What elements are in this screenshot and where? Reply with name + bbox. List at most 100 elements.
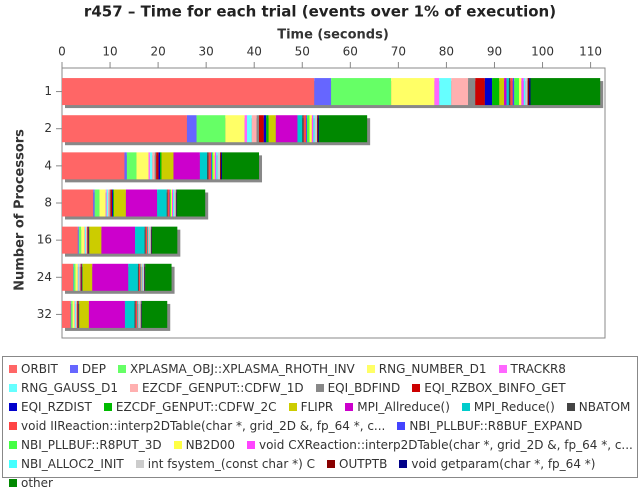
- legend-swatch: [462, 403, 470, 411]
- legend-label: EQI_RZDIST: [21, 400, 92, 414]
- bar-segment: [266, 115, 268, 142]
- bar-segment: [125, 301, 135, 328]
- bar-segment: [81, 227, 84, 254]
- bar-segment: [114, 190, 126, 217]
- bar-segment: [213, 152, 214, 179]
- bar-segment: [62, 227, 78, 254]
- bar-segment: [167, 190, 168, 217]
- x-tick-label: 30: [199, 45, 214, 59]
- legend-label: OUTPTB: [339, 457, 387, 471]
- legend-item: NB2D00: [174, 437, 235, 453]
- legend-item: OUTPTB: [327, 456, 387, 472]
- bar-segment: [259, 115, 264, 142]
- legend-swatch: [174, 441, 182, 449]
- bar-segment: [139, 264, 140, 291]
- bar-segment: [111, 190, 112, 217]
- x-tick-label: 40: [247, 45, 262, 59]
- legend-label: EQI_RZBOX_BINFO_GET: [424, 381, 565, 395]
- bar-segment: [92, 264, 128, 291]
- page: r457 – Time for each trial (events over …: [0, 0, 640, 480]
- bar-segment: [302, 115, 303, 142]
- bar-segment: [124, 152, 126, 179]
- x-tick-label: 20: [150, 45, 165, 59]
- x-tick-label: 80: [439, 45, 454, 59]
- legend-label: void CXReaction::interp2DTable(char *, g…: [259, 438, 633, 452]
- legend-label: NB2D00: [186, 438, 235, 452]
- bar-segment: [62, 115, 187, 142]
- legend-swatch: [367, 365, 375, 373]
- bar-segment: [510, 78, 512, 105]
- y-tick-label: 16: [37, 233, 52, 247]
- legend-swatch: [247, 441, 255, 449]
- bar-segment: [62, 78, 314, 105]
- legend-item: NBATOM: [567, 399, 631, 415]
- x-tick-label: 0: [58, 45, 66, 59]
- legend-swatch: [9, 460, 17, 468]
- legend-item: EZCDF_GENPUT::CDFW_1D: [130, 380, 304, 396]
- bar-segment: [126, 190, 157, 217]
- legend-label: EQI_BDFIND: [328, 381, 401, 395]
- y-tick-label: 2: [44, 121, 52, 135]
- x-axis-label: Time (seconds): [277, 28, 389, 43]
- legend-item: EQI_RZBOX_BINFO_GET: [412, 380, 565, 396]
- bar-segment: [247, 115, 252, 142]
- bar-segment: [304, 115, 306, 142]
- legend-item: NBI_PLLBUF::R8BUF_EXPAND: [397, 418, 582, 434]
- bar-segment: [79, 301, 89, 328]
- bar-segment: [160, 152, 161, 179]
- bar-segment: [513, 78, 514, 105]
- bar-segment: [245, 115, 247, 142]
- legend-item: TRACKR8: [499, 361, 566, 377]
- bar-segment: [187, 115, 197, 142]
- bar-segment: [108, 190, 109, 217]
- bar-segment: [531, 78, 601, 105]
- bar-segment: [197, 115, 226, 142]
- bar-segment: [525, 78, 527, 105]
- bar-segment: [76, 301, 77, 328]
- bar-segment: [331, 78, 391, 105]
- bar-segment: [170, 190, 171, 217]
- bar-segment: [152, 227, 177, 254]
- y-tick-label: 32: [37, 307, 52, 321]
- legend-item: MPI_Allreduce(): [345, 399, 450, 415]
- bar-segment: [177, 190, 205, 217]
- bar-segment: [307, 115, 309, 142]
- bar-segment: [146, 227, 147, 254]
- bar-segment: [434, 78, 439, 105]
- legend-item: ORBIT: [9, 361, 58, 377]
- legend-label: NBATOM: [579, 400, 631, 414]
- bar-segment: [86, 227, 87, 254]
- chart: r457 – Time for each trial (events over …: [0, 0, 640, 350]
- bar-segment: [136, 301, 137, 328]
- legend-label: NBI_PLLBUF::R8BUF_EXPAND: [409, 419, 582, 433]
- bar-segment: [509, 78, 510, 105]
- bar-segment: [168, 190, 170, 217]
- bar-segment: [142, 301, 167, 328]
- legend-swatch: [136, 460, 144, 468]
- legend-label: RNG_GAUSS_D1: [21, 381, 118, 395]
- legend-label: FLIPR: [301, 400, 334, 414]
- x-tick-label: 50: [295, 45, 310, 59]
- bar-segment: [143, 264, 144, 291]
- bar-segment: [81, 264, 82, 291]
- bar-segment: [174, 190, 176, 217]
- bar-segment: [161, 152, 173, 179]
- bar-segment: [173, 152, 199, 179]
- bar-segment: [528, 78, 529, 105]
- bar-segment: [99, 190, 105, 217]
- legend-swatch: [327, 460, 335, 468]
- bar-segment: [207, 152, 208, 179]
- bar-segment: [62, 190, 93, 217]
- y-tick-label: 4: [44, 158, 52, 172]
- bar-segment: [145, 264, 171, 291]
- bar-segment: [220, 152, 221, 179]
- legend-label: DEP: [82, 362, 106, 376]
- x-tick-label: 90: [487, 45, 502, 59]
- legend-swatch: [345, 403, 353, 411]
- x-tick-label: 60: [343, 45, 358, 59]
- legend-swatch: [397, 422, 405, 430]
- bar-segment: [79, 264, 80, 291]
- bar-segment: [317, 115, 318, 142]
- bar-segment: [209, 152, 211, 179]
